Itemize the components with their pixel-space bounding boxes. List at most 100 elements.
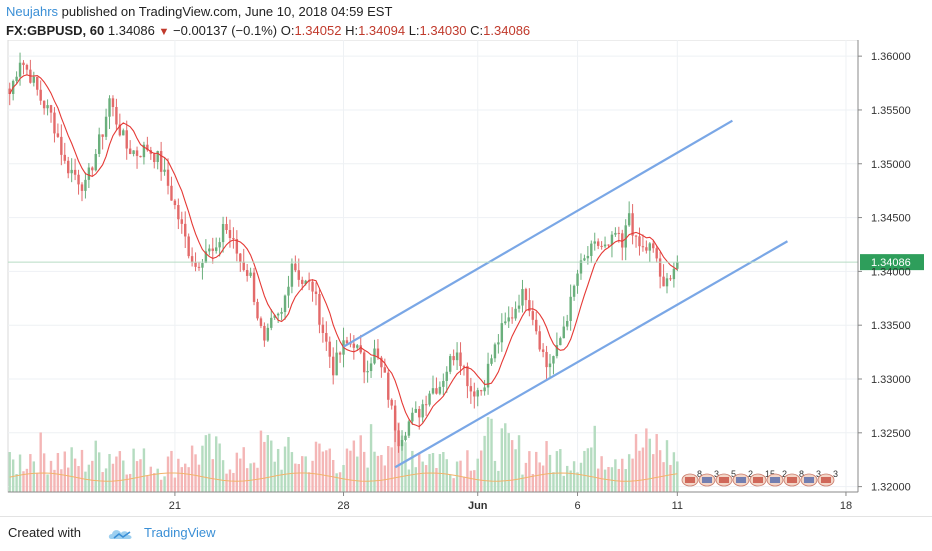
volume-bar (645, 428, 648, 492)
volume-bar (235, 452, 239, 492)
candle-body (232, 237, 235, 240)
volume-bar (187, 467, 190, 492)
candle-body (304, 280, 307, 284)
volume-bar (631, 458, 634, 492)
volume-bar (53, 469, 56, 492)
volume-bar (11, 459, 15, 492)
candle-body (596, 241, 600, 246)
volume-bar (63, 451, 66, 492)
volume-bar (627, 454, 631, 492)
candle-body (528, 300, 531, 312)
high-label: H: (345, 23, 359, 38)
volume-bar (356, 456, 359, 492)
event-flag-fill (770, 477, 780, 483)
candle-body (397, 430, 400, 447)
volume-bar (504, 423, 507, 492)
event-flag-fill (719, 477, 729, 483)
candle-body (662, 276, 665, 287)
volume-bar (424, 465, 428, 492)
volume-bar (49, 460, 53, 492)
event-flag-fill (736, 477, 746, 483)
candle-body (473, 391, 476, 397)
volume-bar (393, 411, 397, 492)
volume-bar (221, 460, 225, 492)
candle-body (325, 332, 328, 342)
volume-bar (184, 463, 187, 492)
candle-body (387, 372, 390, 400)
tradingview-cloud-icon[interactable] (108, 526, 138, 542)
volume-bar (252, 462, 256, 492)
candle-body (125, 130, 128, 149)
candle-body (211, 248, 214, 251)
volume-bar (122, 460, 125, 492)
volume-bar (466, 450, 469, 492)
candle-body (676, 262, 679, 269)
candle-body (135, 150, 139, 156)
event-flag-fill (702, 477, 712, 483)
volume-bar (80, 449, 84, 492)
volume-bar (180, 467, 183, 492)
created-with-text: Created with (8, 525, 81, 540)
candle-body (552, 356, 555, 364)
candle-body (424, 404, 428, 406)
symbol-label[interactable]: FX:GBPUSD, 60 (6, 23, 105, 38)
candle-body (335, 352, 338, 376)
volume-bar (108, 454, 111, 492)
volume-bar (270, 440, 273, 492)
candle-body (428, 393, 431, 405)
tradingview-brand-link[interactable]: TradingView (144, 525, 216, 540)
volume-bar (517, 435, 521, 492)
volume-bar (232, 472, 235, 492)
candle-body (101, 134, 104, 137)
candle-body (156, 151, 159, 163)
candle-body (173, 200, 177, 206)
moving-average-line (9, 74, 678, 428)
volume-bar (73, 458, 77, 492)
candle-body (442, 380, 445, 387)
candle-body (84, 179, 87, 191)
volume-bar (452, 478, 455, 492)
candle-body (486, 363, 490, 388)
candle-body (411, 412, 414, 422)
candle-body (421, 404, 424, 418)
volume-bar (318, 443, 321, 492)
x-tick-label: 6 (574, 500, 580, 512)
candle-body (383, 367, 387, 373)
volume-bar (559, 449, 562, 492)
x-tick-label: 21 (169, 500, 181, 512)
candle-body (541, 349, 545, 352)
volume-bar (87, 464, 91, 492)
volume-bar (407, 469, 411, 492)
event-count-label: 2 (748, 469, 753, 479)
candle-body (197, 266, 201, 268)
channel-lower-line (394, 240, 789, 469)
candle-body (586, 255, 590, 259)
candle-body (170, 185, 173, 201)
volume-bar (46, 474, 49, 492)
event-flag-fill (685, 477, 695, 483)
y-tick-label: 1.33000 (871, 374, 911, 386)
candle-body (393, 405, 397, 431)
candle-body (122, 130, 125, 136)
candle-body (652, 243, 655, 249)
volume-bar (655, 434, 658, 492)
candle-body (287, 286, 290, 296)
candle-body (362, 352, 366, 373)
event-flag-fill (804, 477, 814, 483)
event-count-label: 8 (799, 469, 804, 479)
candle-body (80, 184, 84, 191)
volume-bar (435, 467, 438, 492)
volume-bar (442, 452, 445, 492)
author-name[interactable]: Neujahrs (6, 4, 59, 19)
candle-body (142, 144, 146, 158)
y-tick-label: 1.36000 (871, 51, 911, 63)
volume-bar (214, 436, 218, 492)
volume-bar (373, 451, 376, 492)
plot-frame (7, 40, 859, 493)
volume-bars (8, 411, 679, 492)
volume-bar (390, 447, 393, 492)
volume-bar (273, 461, 276, 492)
candle-body (184, 223, 187, 237)
volume-bar (593, 425, 596, 492)
